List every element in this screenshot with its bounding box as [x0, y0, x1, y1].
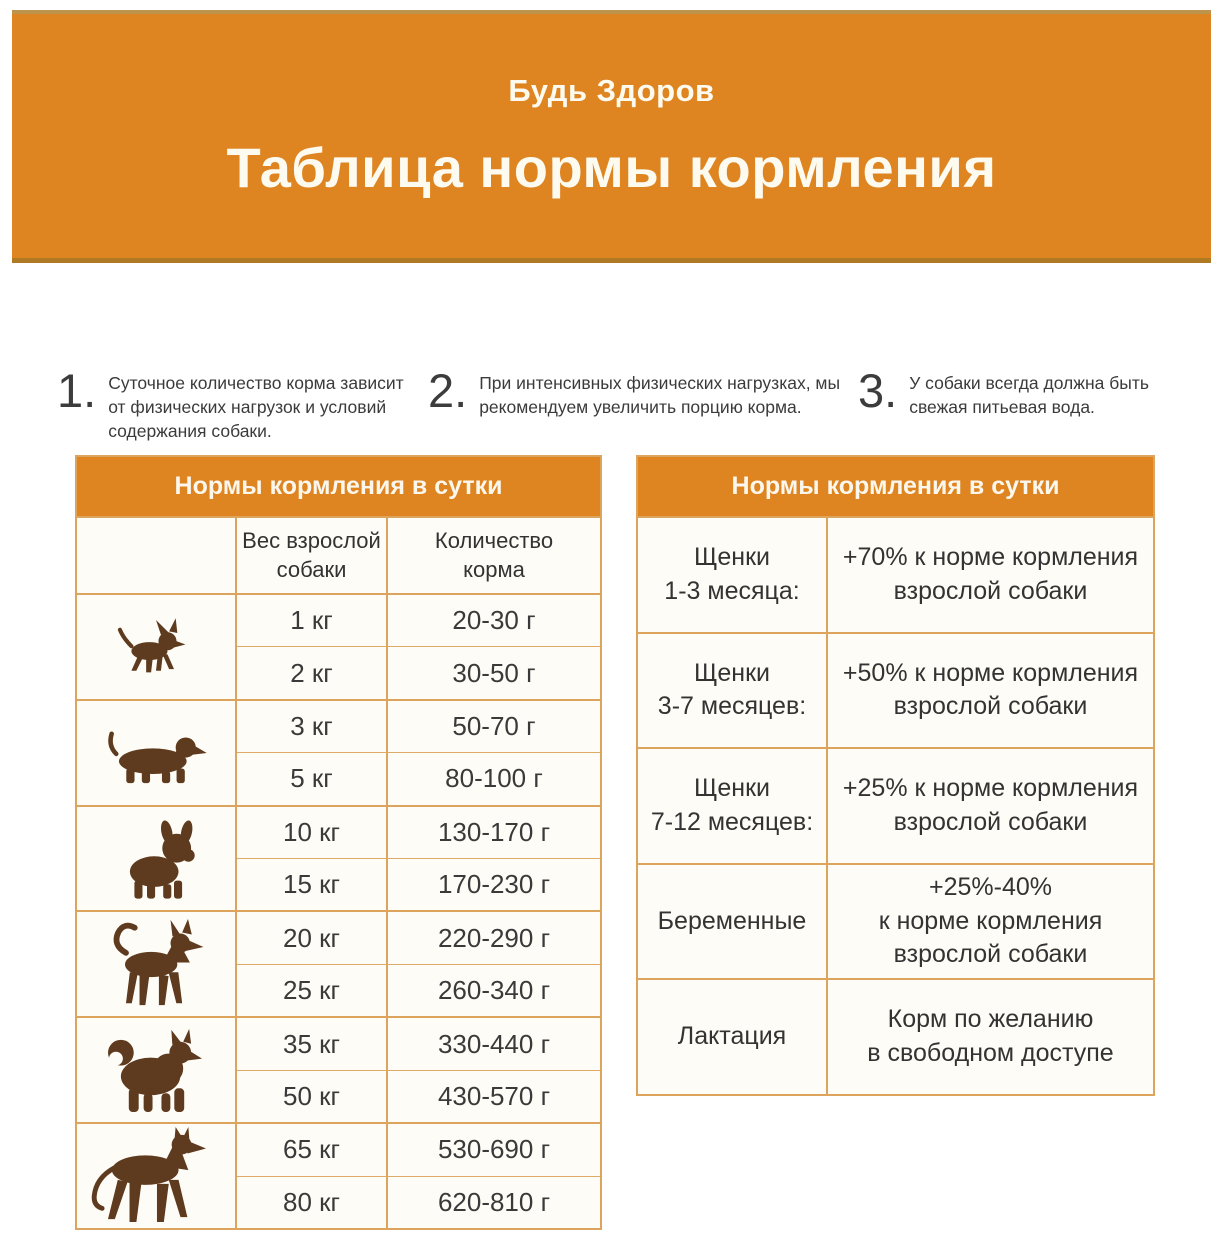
- note-1: 1. Суточное количество корма зависит от …: [57, 366, 417, 443]
- header-banner: Будь Здоров Таблица нормы кормления: [12, 10, 1211, 263]
- adult-table-title: Нормы кормления в сутки: [77, 457, 600, 518]
- special-feeding-table: Нормы кормления в сутки Щенки 1-3 месяца…: [636, 455, 1155, 1096]
- amount-cell: 50-70 г: [452, 711, 536, 742]
- weight-cell: 25 кг: [237, 964, 388, 1017]
- amount-cell: 80-100 г: [445, 763, 543, 794]
- weight-cell: 10 кг: [237, 806, 388, 859]
- dog-group-medium: 20 кг 220-290 г 25 кг 260-340 г: [77, 910, 600, 1017]
- spitz-icon: [77, 1018, 237, 1123]
- weight-cell: 1 кг: [237, 595, 388, 647]
- category-cell: Щенки 3-7 месяцев:: [638, 633, 828, 748]
- note-2-text: При интенсивных физических нагрузках, мы…: [479, 373, 841, 418]
- table-row: 25 кг 260-340 г: [237, 964, 600, 1017]
- category-cell: Щенки 1-3 месяца:: [638, 518, 828, 632]
- adult-table-column-headers: Вес взрослой собаки Количество корма: [77, 518, 600, 595]
- amount-cell: 330-440 г: [437, 1028, 551, 1059]
- table-row: 3 кг 50-70 г: [237, 700, 600, 754]
- page-title: Таблица нормы кормления: [226, 135, 997, 199]
- weight-cell: 20 кг: [237, 912, 388, 964]
- table-row: 80 кг 620-810 г: [237, 1176, 600, 1228]
- value-cell: +50% к норме кормления взрослой собаки: [842, 658, 1139, 721]
- table-row: 10 кг 130-170 г: [237, 806, 600, 860]
- table-row: 5 кг 80-100 г: [237, 753, 600, 805]
- weight-cell: 50 кг: [237, 1070, 388, 1123]
- amount-cell: 220-290 г: [437, 922, 551, 953]
- special-table-title: Нормы кормления в сутки: [638, 457, 1153, 518]
- dog-group-small: 3 кг 50-70 г 5 кг 80-100 г: [77, 698, 600, 805]
- table-row: 35 кг 330-440 г: [237, 1018, 600, 1071]
- icon-column-header: [77, 518, 237, 593]
- value-cell: Корм по желанию в свободном доступе: [867, 1005, 1114, 1068]
- dog-group-giant: 65 кг 530-690 г 80 кг 620-810 г: [77, 1122, 600, 1228]
- dog-group-medium-small: 10 кг 130-170 г 15 кг 170-230 г: [77, 804, 600, 911]
- weight-cell: 35 кг: [237, 1018, 388, 1070]
- brand-name: Будь Здоров: [508, 72, 715, 108]
- table-row: 65 кг 530-690 г: [237, 1124, 600, 1177]
- note-3: 3. У собаки всегда должна быть свежая пи…: [858, 366, 1188, 419]
- table-row: 2 кг 30-50 г: [237, 647, 600, 699]
- amount-cell: 620-810 г: [437, 1186, 551, 1217]
- value-cell: +25%-40% к норме кормления взрослой соба…: [878, 872, 1103, 969]
- table-row: 20 кг 220-290 г: [237, 912, 600, 965]
- table-row: Беременные +25%-40% к норме кормления вз…: [638, 862, 1153, 979]
- table-row: 1 кг 20-30 г: [237, 595, 600, 648]
- note-1-number: 1.: [57, 364, 97, 417]
- adult-feeding-table: Нормы кормления в сутки Вес взрослой соб…: [75, 455, 602, 1230]
- weight-cell: 80 кг: [237, 1176, 388, 1228]
- dog-group-toy: 1 кг 20-30 г 2 кг 30-50 г: [77, 595, 600, 699]
- category-cell: Щенки 7-12 месяцев:: [638, 749, 828, 863]
- dachshund-icon: [77, 700, 237, 805]
- amount-cell: 430-570 г: [437, 1080, 551, 1111]
- amount-cell: 170-230 г: [437, 869, 551, 900]
- table-row: Щенки 1-3 месяца: +70% к норме кормления…: [638, 518, 1153, 632]
- amount-cell: 30-50 г: [452, 657, 536, 688]
- category-cell: Беременные: [638, 864, 828, 979]
- table-row: 15 кг 170-230 г: [237, 859, 600, 911]
- french-bulldog-icon: [77, 806, 237, 911]
- amount-cell: 530-690 г: [437, 1134, 551, 1165]
- note-1-text: Суточное количество корма зависит от физ…: [108, 373, 404, 442]
- medium-dog-icon: [77, 912, 237, 1017]
- value-cell: +25% к норме кормления взрослой собаки: [842, 774, 1139, 836]
- column-header-weight: Вес взрослой собаки: [237, 518, 388, 593]
- value-cell: +70% к норме кормления взрослой собаки: [842, 543, 1139, 605]
- weight-cell: 5 кг: [237, 753, 388, 805]
- weight-cell: 3 кг: [237, 700, 388, 753]
- table-row: Щенки 3-7 месяцев: +50% к норме кормлени…: [638, 631, 1153, 748]
- weight-cell: 2 кг: [237, 647, 388, 699]
- table-row: Щенки 7-12 месяцев: +25% к норме кормлен…: [638, 747, 1153, 863]
- table-row: 50 кг 430-570 г: [237, 1070, 600, 1123]
- chihuahua-icon: [77, 595, 237, 699]
- amount-cell: 130-170 г: [437, 816, 551, 847]
- weight-cell: 65 кг: [237, 1124, 388, 1176]
- amount-cell: 20-30 г: [452, 605, 536, 636]
- note-2: 2. При интенсивных физических нагрузках,…: [428, 366, 856, 419]
- note-3-text: У собаки всегда должна быть свежая питье…: [909, 373, 1149, 418]
- column-header-amount: Количество корма: [434, 527, 554, 582]
- note-2-number: 2.: [428, 364, 468, 417]
- table-row: Лактация Корм по желанию в свободном дос…: [638, 978, 1153, 1094]
- note-3-number: 3.: [858, 364, 898, 417]
- dog-group-large: 35 кг 330-440 г 50 кг 430-570 г: [77, 1016, 600, 1123]
- weight-cell: 15 кг: [237, 859, 388, 911]
- category-cell: Лактация: [638, 980, 828, 1094]
- great-dane-icon: [77, 1124, 237, 1228]
- amount-cell: 260-340 г: [437, 975, 551, 1006]
